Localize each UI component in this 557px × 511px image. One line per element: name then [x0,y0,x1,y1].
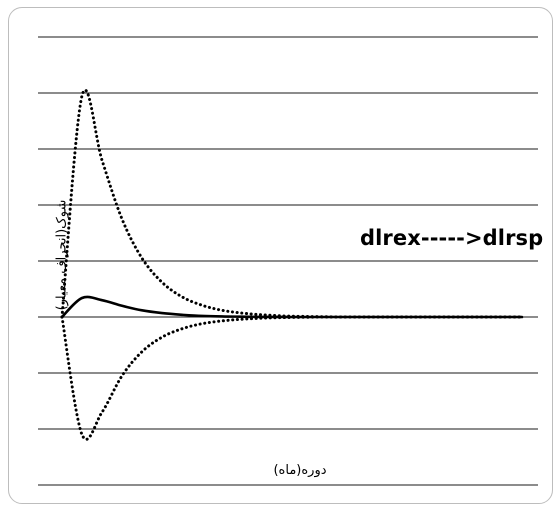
chart-frame [8,7,553,504]
series-line-lower-band [60,315,524,441]
x-axis-label: دوره(ماه) [273,463,327,478]
series-line-upper-band [60,88,524,319]
series-line-response [60,295,524,319]
y-axis-label: شوک(انحراف معیار) [54,199,70,311]
chart-title: dlrex----->dlrsp [360,226,544,250]
